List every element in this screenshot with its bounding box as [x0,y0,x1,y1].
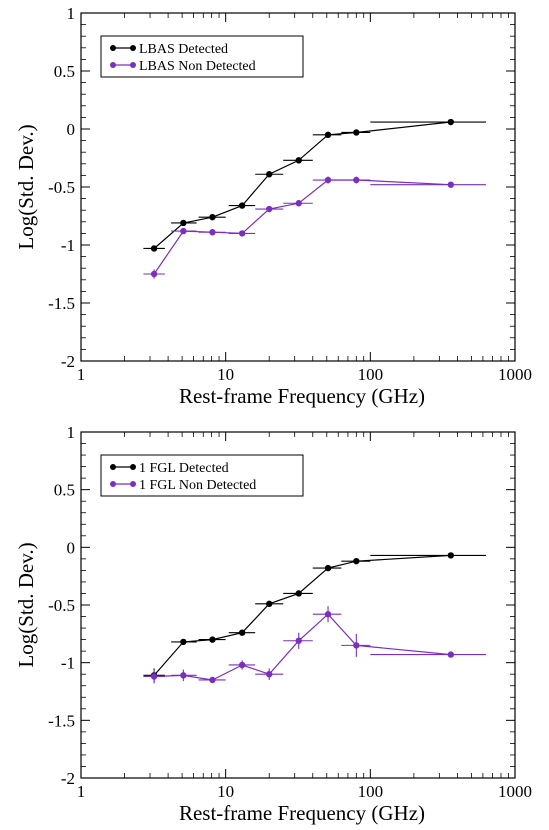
x-tick-label: 1000 [498,365,532,384]
data-point [150,270,158,278]
y-tick-label: 0 [67,120,76,139]
data-point [209,229,216,236]
data-point [209,676,216,684]
legend-marker [110,45,116,51]
data-point [295,200,302,207]
y-tick-label: -1.5 [48,294,75,313]
y-tick-label: -0.5 [48,596,75,615]
x-tick-label: 1000 [498,782,532,801]
data-point [180,638,187,646]
data-point [447,118,455,126]
data-point [266,600,273,608]
chart-panel-2: 1 10 100 1000 1 0.5 0 -0.5 -1 -1.5 -2 Rest-frame Fr… [14,423,532,825]
series-1 [143,118,486,252]
legend: 1 FGL Detected 1 FGL Non Detected [100,454,304,497]
y-axis-title: Log(Std. Dev.) [14,542,38,667]
y-tick-label: 0.5 [54,481,75,500]
data-point [447,651,455,658]
data-point [238,230,246,237]
data-point [353,176,360,184]
x-tick-label: 10 [217,365,234,384]
series-1 [143,552,486,683]
data-point [353,557,360,565]
x-tick-label: 100 [358,782,384,801]
x-tick-label: 10 [217,782,234,801]
series-line [153,554,451,676]
legend-marker [110,464,116,470]
data-point [238,629,246,636]
legend-marker [130,481,136,487]
series-2 [143,176,486,279]
y-tick-label: 0 [67,538,76,557]
series-line [153,121,451,249]
series-line [154,613,451,681]
data-point [150,673,158,680]
data-point [447,552,455,559]
x-axis-title: Rest-frame Frequency (GHz) [179,384,425,408]
data-point [266,671,273,678]
data-point [295,637,302,644]
y-tick-label: 0.5 [54,62,75,81]
data-point [324,564,332,572]
y-tick-label: -1 [61,236,75,255]
data-point [238,661,246,669]
data-point [447,181,455,188]
data-point [150,245,158,252]
data-point [324,176,332,184]
x-tick-label: 1 [77,782,86,801]
legend-marker [110,62,116,68]
legend-box [100,454,304,497]
legend-label: 1 FGL Detected [139,461,229,476]
data-point [353,129,360,136]
data-point [209,636,216,643]
data-point [180,219,187,227]
x-tick-label: 100 [358,365,384,384]
y-tick-label: -1.5 [48,711,75,730]
data-point [180,227,187,235]
y-tick-label: -2 [61,769,75,788]
data-point [324,611,332,618]
y-tick-label: 1 [67,423,76,442]
data-point [209,213,216,221]
series-line [153,179,451,275]
series-2 [143,606,486,684]
x-tick-label: 1 [77,365,86,384]
data-point [238,202,246,209]
legend: LBAS Detected LBAS Non Detected [100,35,304,78]
data-point [266,205,273,213]
data-point [324,131,332,138]
legend-marker [110,481,116,487]
y-tick-label: -2 [61,352,75,371]
data-point [295,590,302,597]
y-axis-title: Log(Std. Dev.) [14,124,38,249]
legend-box [100,35,304,78]
legend-label: 1 FGL Non Detected [139,478,256,493]
x-axis-title: Rest-frame Frequency (GHz) [179,801,425,825]
y-tick-label: 1 [67,4,76,23]
legend-marker [130,62,136,68]
legend-label: LBAS Detected [139,42,228,57]
chart-panel-1: 1 10 100 1000 1 0.5 0 -0.5 -1 -1.5 -2 Rest-frame Fr… [14,4,532,408]
legend-marker [130,464,136,470]
y-tick-label: -0.5 [48,178,75,197]
data-point [180,672,187,679]
data-point [295,157,302,164]
data-point [266,171,273,178]
legend-label: LBAS Non Detected [139,59,256,74]
data-point [353,642,360,649]
legend-marker [130,45,136,51]
y-tick-label: -1 [61,654,75,673]
